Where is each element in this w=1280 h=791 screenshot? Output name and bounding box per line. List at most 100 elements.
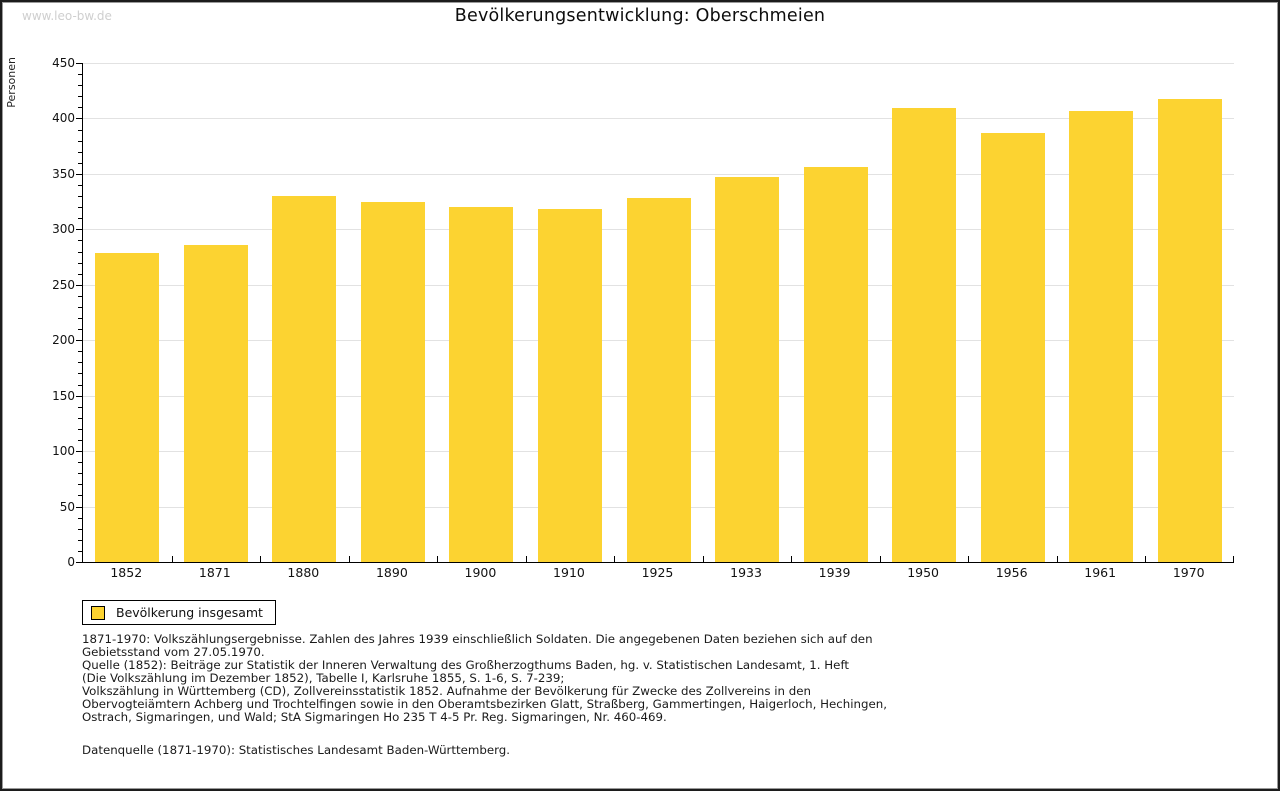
- y-axis-minor-tick: [78, 473, 82, 475]
- y-axis-minor-tick: [78, 85, 82, 87]
- x-axis-tick: [968, 556, 970, 562]
- plot-area: 0 50 100 150 200 250 300 350 400 450: [52, 56, 1234, 569]
- y-axis-minor-tick: [78, 107, 82, 109]
- x-axis-tick: [791, 556, 793, 562]
- y-axis-tick: [76, 506, 82, 508]
- x-axis-tick: [437, 556, 439, 562]
- bar-1890: [360, 201, 425, 562]
- x-axis-tick-label: 1956: [995, 565, 1028, 580]
- x-axis-tick: [348, 556, 350, 562]
- bar-1900: [449, 207, 514, 562]
- x-axis-labels: 1852 1871 1880 1890 1900 1910 1925 1933 1939 1950…: [82, 565, 1233, 581]
- y-axis-minor-tick: [78, 74, 82, 76]
- y-axis-minor-tick: [78, 151, 82, 153]
- x-axis-tick: [879, 556, 881, 562]
- y-axis-tick-label: 100: [52, 444, 75, 459]
- y-axis-minor-tick: [78, 273, 82, 275]
- y-axis-minor-tick: [78, 539, 82, 541]
- y-axis-minor-tick: [78, 262, 82, 264]
- y-axis-tick: [76, 284, 82, 286]
- x-axis-tick: [1145, 556, 1147, 562]
- x-axis-tick-label: 1880: [287, 565, 320, 580]
- y-axis-tick: [76, 451, 82, 453]
- note-line: (Die Volkszählung im Dezember 1852), Tab…: [82, 671, 565, 685]
- y-axis-minor-tick: [78, 251, 82, 253]
- y-axis-minor-tick: [78, 318, 82, 320]
- y-axis-tick: [76, 340, 82, 342]
- note-line: 1871-1970: Volkszählungsergebnisse. Zahl…: [82, 632, 873, 646]
- x-axis-tick-label: 1970: [1172, 565, 1205, 580]
- legend-swatch-icon: [91, 605, 105, 620]
- note-line: Obervogteiämtern Achberg und Trochtelfin…: [82, 697, 887, 711]
- y-axis-minor-tick: [78, 162, 82, 164]
- y-axis-minor-tick: [78, 207, 82, 209]
- y-axis-minor-tick: [78, 306, 82, 308]
- y-axis-minor-tick: [78, 329, 82, 331]
- watermark: www.leo-bw.de: [22, 9, 112, 23]
- y-axis-tick-label: 150: [52, 388, 75, 403]
- x-axis-tick-label: 1852: [110, 565, 143, 580]
- y-axis-label: Personen: [5, 57, 18, 108]
- y-axis-minor-tick: [78, 129, 82, 131]
- y-axis-tick: [76, 118, 82, 120]
- y-axis-tick-label: 400: [52, 111, 75, 126]
- x-axis-tick: [525, 556, 527, 562]
- gridline: [83, 173, 1234, 175]
- page-title: Bevölkerungsentwicklung: Oberschmeien: [454, 6, 826, 26]
- x-axis-tick-label: 1890: [375, 565, 408, 580]
- y-axis-tick-label: 250: [52, 277, 75, 292]
- bar-1910: [537, 209, 602, 562]
- bar-1933: [715, 177, 780, 562]
- bar-1950: [892, 108, 957, 562]
- x-axis-tick-label: 1910: [553, 565, 585, 580]
- legend-label: Bevölkerung insgesamt: [116, 605, 263, 620]
- bar-1925: [626, 198, 691, 562]
- y-axis-minor-tick: [78, 495, 82, 497]
- y-axis-minor-tick: [78, 96, 82, 98]
- bar-1852: [95, 252, 160, 562]
- y-axis-tick-label: 450: [52, 56, 75, 70]
- x-axis-tick-label: 1871: [198, 565, 231, 580]
- x-axis-tick-label: 1961: [1084, 565, 1117, 580]
- x-axis-tick-label: 1900: [464, 565, 497, 580]
- y-axis-minor-tick: [78, 351, 82, 353]
- y-axis-tick-label: 200: [52, 333, 75, 348]
- y-axis-minor-tick: [78, 550, 82, 552]
- gridline: [83, 63, 1234, 64]
- y-axis-minor-tick: [78, 362, 82, 364]
- y-axis-minor-tick: [78, 373, 82, 375]
- y-axis-minor-tick: [78, 528, 82, 530]
- datasource-line: Datenquelle (1871-1970): Statistisches L…: [82, 743, 511, 757]
- y-axis-minor-tick: [78, 406, 82, 408]
- notes-block: 1871-1970: Volkszählungsergebnisse. Zahl…: [82, 633, 887, 724]
- x-axis-tick-label: 1939: [818, 565, 851, 580]
- note-line: Volkszählung in Württemberg (CD), Zollve…: [82, 684, 811, 698]
- y-axis-minor-tick: [78, 184, 82, 186]
- y-axis-tick-label: 50: [59, 499, 75, 514]
- x-axis-tick: [1233, 556, 1234, 562]
- x-axis-tick-label: 1950: [907, 565, 940, 580]
- bar-1871: [183, 244, 248, 562]
- y-axis-tick: [76, 63, 82, 64]
- y-axis-tick: [76, 229, 82, 231]
- y-axis-tick: [76, 562, 82, 563]
- note-line: Quelle (1852): Beiträge zur Statistik de…: [82, 658, 850, 672]
- y-axis-minor-tick: [78, 240, 82, 242]
- note-line: Gebietsstand vom 27.05.1970.: [82, 645, 265, 659]
- legend-box: Bevölkerung insgesamt: [82, 600, 276, 625]
- x-axis-tick-label: 1925: [641, 565, 674, 580]
- bar-1880: [272, 196, 337, 562]
- bar-1970: [1157, 98, 1222, 562]
- y-axis-minor-tick: [78, 462, 82, 464]
- y-axis-minor-tick: [78, 517, 82, 519]
- x-axis-tick: [260, 556, 262, 562]
- y-axis-minor-tick: [78, 140, 82, 142]
- y-axis-tick: [76, 173, 82, 175]
- y-axis-minor-tick: [78, 440, 82, 442]
- x-axis-tick-label: 1933: [730, 565, 762, 580]
- y-axis-tick-label: 0: [67, 555, 75, 569]
- note-line: Ostrach, Sigmaringen, und Wald; StA Sigm…: [82, 710, 667, 724]
- x-axis-tick: [171, 556, 173, 562]
- y-axis-minor-tick: [78, 484, 82, 486]
